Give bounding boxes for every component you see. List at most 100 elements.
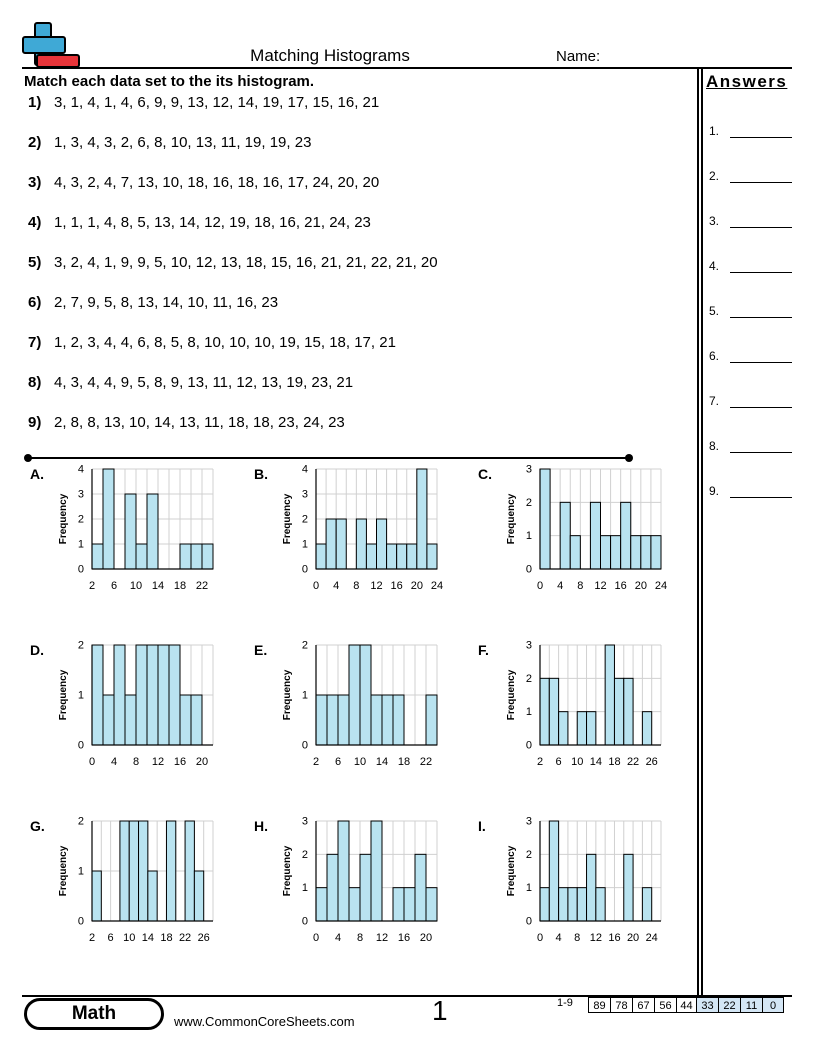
problem-number: 9) [28,414,42,431]
y-tick-label: 3 [526,816,532,828]
answer-blank[interactable]: 5. [709,304,793,318]
answer-line[interactable] [730,317,792,318]
histogram-bar [414,853,427,922]
y-tick-label: 1 [526,530,532,542]
header-rule [22,67,792,69]
histogram-bar [348,887,361,922]
x-tick-label: 2 [89,580,95,592]
answer-number: 5. [709,304,720,318]
x-tick-label: 4 [335,932,341,944]
histogram-bar [370,694,383,746]
y-tick-label: 1 [526,882,532,894]
answer-line[interactable] [730,272,792,273]
answer-line[interactable] [730,407,792,408]
histogram-bar [124,694,137,746]
score-cell: 78 [610,997,632,1013]
y-tick-label: 3 [302,816,308,828]
answer-line[interactable] [730,227,792,228]
histogram-bar [124,493,137,570]
histogram-bar [135,644,148,746]
y-tick-label: 0 [302,564,308,576]
histogram-bar [370,820,383,922]
histogram-bar [589,501,601,570]
x-tick-label: 18 [160,932,172,944]
histogram-label: C. [478,466,492,482]
y-axis-label: Frequency [282,493,293,544]
x-tick-label: 4 [557,580,563,592]
problem-number: 7) [28,334,42,351]
name-label: Name: [556,48,601,65]
x-tick-label: 26 [198,932,210,944]
histogram-bar [539,468,551,570]
histogram-bar [326,694,339,746]
histogram-bar [128,820,140,922]
answer-line[interactable] [730,362,792,363]
answer-blank[interactable]: 3. [709,214,793,228]
histogram-label: E. [254,642,268,658]
answer-blank[interactable]: 1. [709,124,793,138]
x-tick-label: 14 [142,932,154,944]
x-tick-label: 8 [574,932,580,944]
x-tick-label: 18 [398,756,410,768]
histogram-bar [586,711,597,746]
histogram-bar [147,870,158,922]
histogram-bar [165,820,177,922]
x-tick-label: 12 [370,580,382,592]
x-tick-label: 20 [627,932,639,944]
histogram-bar [168,644,181,746]
y-tick-label: 2 [302,849,308,861]
y-tick-label: 2 [526,849,532,861]
x-tick-label: 22 [627,756,639,768]
answer-blank[interactable]: 8. [709,439,793,453]
problem-data-set: 1, 2, 3, 4, 4, 6, 8, 5, 8, 10, 10, 10, 1… [54,334,396,351]
y-tick-label: 1 [302,690,308,702]
histogram-bar [396,543,408,570]
problem-number: 1) [28,94,42,111]
answer-blank[interactable]: 4. [709,259,793,273]
histogram-bar [365,543,377,570]
y-tick-label: 0 [78,916,84,928]
histogram-bar [179,694,192,746]
histogram-bar [576,887,588,922]
answer-line[interactable] [730,497,792,498]
answer-blank[interactable]: 7. [709,394,793,408]
y-tick-label: 3 [526,464,532,476]
histogram-bar [426,543,438,570]
histogram-bar [315,694,328,746]
histogram-label: A. [30,466,44,482]
x-tick-label: 20 [420,932,432,944]
score-cell: 89 [588,997,610,1013]
answer-blank[interactable]: 9. [709,484,793,498]
answer-blank[interactable]: 6. [709,349,793,363]
answer-number: 2. [709,169,720,183]
answer-line[interactable] [730,452,792,453]
answer-blank[interactable]: 2. [709,169,793,183]
histogram-bar [381,694,394,746]
score-cell: 0 [762,997,784,1013]
answer-number: 8. [709,439,720,453]
y-tick-label: 0 [302,916,308,928]
problem-data-set: 2, 7, 9, 5, 8, 13, 14, 10, 11, 16, 23 [54,294,279,311]
x-tick-label: 26 [646,756,658,768]
answer-line[interactable] [730,137,792,138]
page-number: 1 [432,995,448,1026]
problem-row: 4) 1, 1, 1, 4, 8, 5, 13, 14, 12, 19, 18, … [28,214,371,231]
answer-number: 9. [709,484,720,498]
histogram-bar [548,820,560,922]
instructions: Match each data set to the its histogram… [24,73,315,90]
y-axis-label: Frequency [506,669,517,720]
histogram-bar [91,543,104,570]
histogram-bar [335,518,347,570]
answer-line[interactable] [730,182,792,183]
histogram-bar [138,820,149,922]
histogram-bar [610,535,622,570]
y-tick-label: 2 [302,514,308,526]
x-tick-label: 8 [353,580,359,592]
x-tick-label: 12 [590,932,602,944]
problem-row: 2) 1, 3, 4, 3, 2, 6, 8, 10, 13, 11, 19, 1… [28,134,311,151]
x-tick-label: 24 [431,580,443,592]
histogram-bar [559,501,571,570]
y-tick-label: 1 [526,706,532,718]
